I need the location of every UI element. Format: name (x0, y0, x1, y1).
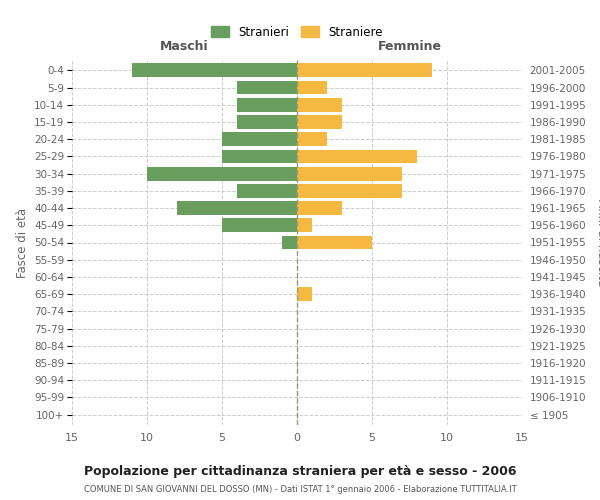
Y-axis label: Fasce di età: Fasce di età (16, 208, 29, 278)
Bar (237, 184, 297, 198)
Bar (222, 132, 297, 146)
Text: COMUNE DI SAN GIOVANNI DEL DOSSO (MN) - Dati ISTAT 1° gennaio 2006 - Elaborazion: COMUNE DI SAN GIOVANNI DEL DOSSO (MN) - … (83, 485, 517, 494)
Bar (297, 166, 402, 180)
Text: Femmine: Femmine (377, 40, 442, 52)
Bar (297, 218, 312, 232)
Text: Maschi: Maschi (160, 40, 209, 52)
Bar (147, 166, 297, 180)
Bar (222, 150, 297, 164)
Bar (297, 98, 342, 112)
Bar (297, 236, 372, 250)
Bar (297, 184, 402, 198)
Bar (297, 201, 342, 215)
Bar (237, 80, 297, 94)
Bar (237, 115, 297, 129)
Bar (297, 64, 432, 77)
Legend: Stranieri, Straniere: Stranieri, Straniere (208, 22, 386, 42)
Bar (297, 115, 342, 129)
Bar (282, 236, 297, 250)
Bar (237, 98, 297, 112)
Bar (177, 201, 297, 215)
Bar (222, 218, 297, 232)
Bar (297, 80, 327, 94)
Bar (297, 132, 327, 146)
Bar (297, 150, 417, 164)
Bar (297, 288, 312, 301)
Y-axis label: Anni di nascita: Anni di nascita (595, 199, 600, 286)
Text: Popolazione per cittadinanza straniera per età e sesso - 2006: Popolazione per cittadinanza straniera p… (84, 465, 516, 478)
Bar (132, 64, 297, 77)
